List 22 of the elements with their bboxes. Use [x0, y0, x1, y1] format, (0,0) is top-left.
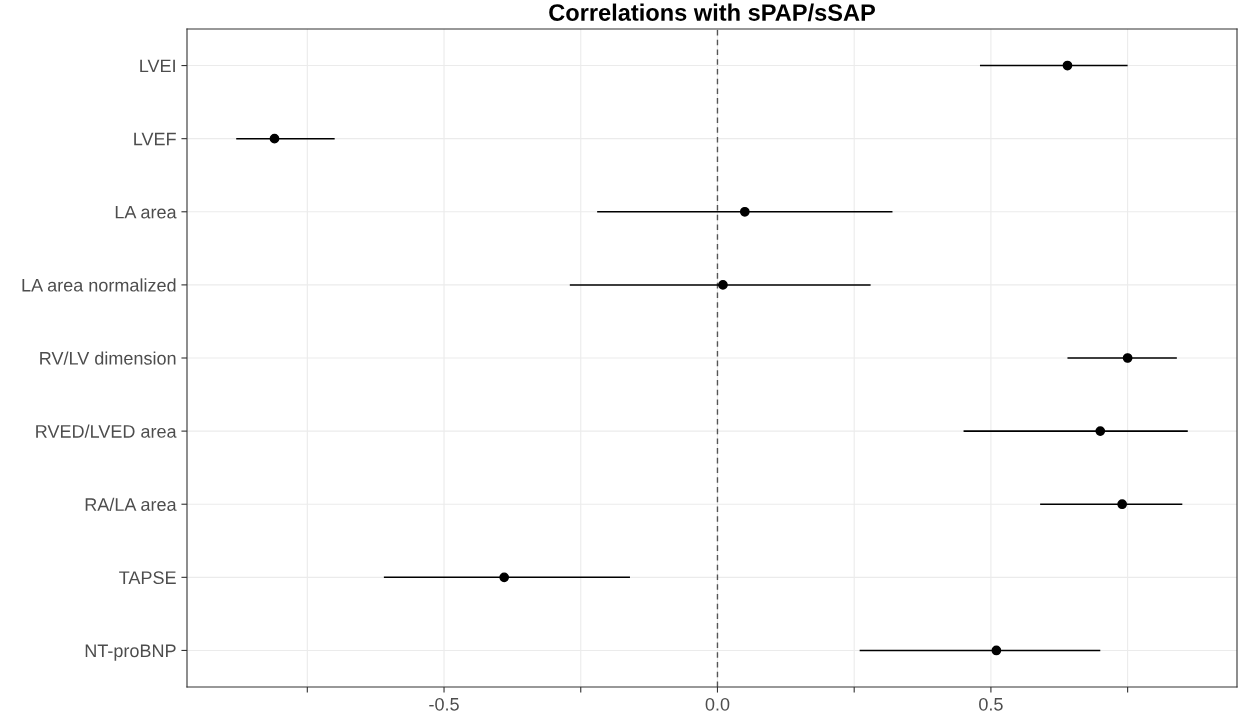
point — [739, 206, 750, 217]
point — [499, 572, 510, 583]
y-tick-label: LA area normalized — [22, 278, 176, 292]
y-tick-label: RV/LV dimension — [40, 351, 176, 365]
x-tick-label: 0.0 — [705, 697, 730, 711]
point — [1062, 60, 1073, 71]
point — [718, 280, 728, 290]
y-tick-label: RVED/LVED area — [36, 424, 177, 438]
y-tick-label: RA/LA area — [85, 497, 177, 511]
point — [1122, 353, 1133, 363]
y-tick-label: NT-proBNP — [85, 644, 176, 661]
point — [991, 645, 1002, 656]
y-tick-label: LA area — [115, 205, 177, 219]
point — [1095, 426, 1106, 436]
y-tick-label: TAPSE — [119, 571, 176, 585]
y-tick-label: LVEI — [140, 59, 175, 73]
y-tick-label: LVEF — [134, 132, 176, 146]
x-tick-label: -0.5 — [429, 697, 459, 711]
point — [269, 133, 280, 144]
point — [1117, 499, 1128, 510]
chart-title: Correlations with sPAP/sSAP — [549, 3, 875, 22]
x-tick-label: 0.5 — [979, 697, 1003, 711]
